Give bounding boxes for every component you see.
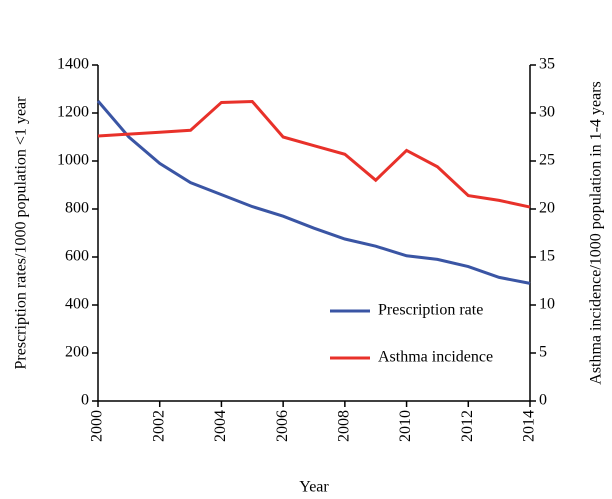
y-tick-label: 1200 xyxy=(57,104,89,121)
y-tick-label: 0 xyxy=(81,392,89,409)
y-axis-label: Prescription rates/1000 population <1 ye… xyxy=(13,96,30,370)
x-tick-label: 2012 xyxy=(459,410,476,442)
x-axis-label: Year xyxy=(299,479,329,496)
y-tick-label: 600 xyxy=(65,248,89,265)
x-tick-label: 2000 xyxy=(89,410,106,442)
legend-label: Asthma incidence xyxy=(378,349,493,366)
y-tick-label: 400 xyxy=(65,296,89,313)
y2-tick-label: 35 xyxy=(539,56,555,73)
y-tick-label: 800 xyxy=(65,200,89,217)
y2-tick-label: 30 xyxy=(539,104,555,121)
y-tick-label: 1000 xyxy=(57,152,89,169)
x-tick-label: 2002 xyxy=(150,410,167,442)
y2-axis-label: Asthma incidence/1000 population in 1-4 … xyxy=(588,81,605,384)
y2-tick-label: 20 xyxy=(539,200,555,217)
y2-tick-label: 5 xyxy=(539,344,547,361)
x-tick-label: 2014 xyxy=(521,410,538,442)
x-tick-label: 2004 xyxy=(212,410,229,442)
x-tick-label: 2010 xyxy=(397,410,414,442)
y2-tick-label: 25 xyxy=(539,152,555,169)
y2-tick-label: 15 xyxy=(539,248,555,265)
x-tick-label: 2006 xyxy=(274,410,291,442)
y-tick-label: 200 xyxy=(65,344,89,361)
series-line xyxy=(97,99,531,209)
legend-label: Prescription rate xyxy=(378,302,483,319)
x-tick-label: 2008 xyxy=(336,410,353,442)
y2-tick-label: 0 xyxy=(539,392,547,409)
series-line xyxy=(96,100,531,285)
y-tick-label: 1400 xyxy=(57,56,89,73)
y2-tick-label: 10 xyxy=(539,296,555,313)
